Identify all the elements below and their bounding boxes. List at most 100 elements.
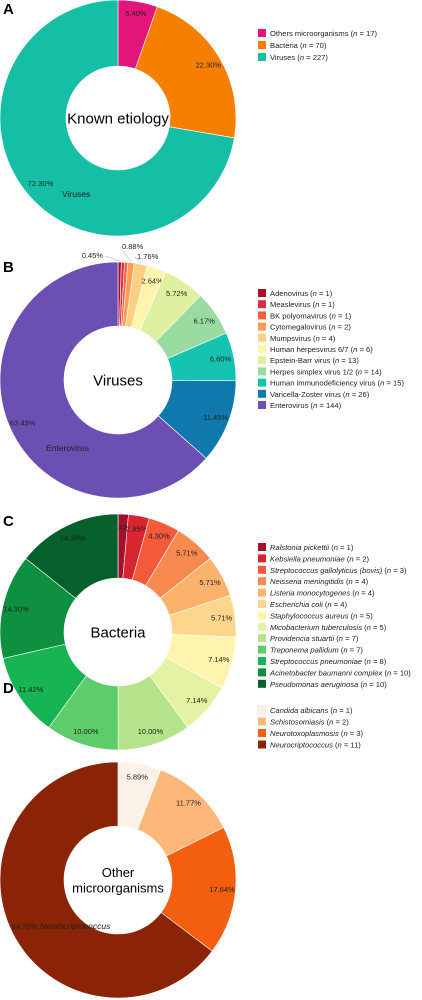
legend-entry: Acinetobacter baumanni complex (n = 10) — [269, 668, 411, 677]
panel-D: D 5.89% 11.77% 17.64% 64.70% Othermicroorgani… — [0, 680, 364, 999]
legend-entry: Schistosomiasis (n = 2) — [270, 718, 349, 727]
slice-label: 5.71% — [199, 578, 221, 587]
center-label: Known etiology — [67, 110, 169, 127]
slice-label: 63.43% — [10, 418, 36, 427]
legend-swatch — [258, 29, 266, 37]
slice-label: 72.30% — [28, 179, 54, 188]
slice-label: 11.45% — [203, 413, 228, 422]
slice-label: 2.64% — [141, 277, 163, 286]
panel-letter-B: B — [3, 259, 14, 276]
panel-A: A 5.40% 22.30% 72.30% Known etiology Viruses O… — [0, 0, 377, 237]
legend-swatch — [258, 717, 266, 726]
slice-label: 5.71% — [211, 613, 233, 622]
slice-label: 5.89% — [127, 773, 149, 782]
leader-line — [104, 255, 120, 262]
legend-swatch — [258, 668, 266, 677]
legend-entry: Neurocriptococcus (n = 11) — [270, 741, 361, 750]
legend-entry: Neisseria meningitidis (n = 4) — [270, 577, 369, 586]
slice-label: 5.72% — [166, 289, 188, 298]
legend-swatch — [258, 740, 266, 749]
slice-label: 10.00% — [138, 727, 164, 736]
center-label: microorganisms — [72, 880, 164, 895]
slice-label: 17.64% — [209, 885, 235, 894]
panel-letter-C: C — [3, 513, 14, 530]
slice-label: 64.70% — [12, 922, 38, 931]
legend-swatch — [258, 645, 266, 654]
legend-swatch — [258, 657, 266, 665]
legend-entry: BK polyomavirus (n = 1) — [270, 311, 352, 320]
slice-label: 22.30% — [196, 60, 222, 69]
legend-entry: Bacteria (n = 70) — [270, 41, 327, 50]
slice-D-2 — [160, 827, 237, 952]
slice-label: 1.76% — [137, 252, 159, 261]
legend-swatch — [258, 367, 266, 376]
center-label: Bacteria — [90, 624, 146, 641]
legend-entry: Staphylococcus aureus (n = 5) — [270, 611, 373, 620]
slice-label: 2.85% — [126, 525, 148, 534]
slice-label: 11.42% — [18, 685, 43, 694]
legend-entry: Streptococcus gallolyticus (bovis) (n = … — [270, 566, 407, 575]
legend-entry: Varicella-Zoster virus (n = 26) — [270, 390, 370, 399]
slice-label: 5.71% — [176, 549, 198, 558]
slice-A-2 — [0, 0, 235, 237]
legend-entry: Enterovirus (n = 144) — [270, 401, 342, 410]
slice-label: 11.77% — [176, 798, 201, 807]
legend-swatch — [258, 322, 266, 331]
panel-letter-D: D — [3, 680, 14, 697]
slice-label: 5.40% — [125, 9, 147, 18]
slice-C-12 — [25, 513, 119, 599]
legend-entry: Viruses (n = 227) — [270, 53, 328, 62]
legend-swatch — [258, 345, 266, 353]
legend-entry: Streptococcus pneumoniae (n = 8) — [270, 657, 387, 666]
panel-B: B 0.45% 0.88%1.76% 2.64%5.72% 6.17% 6.60% 11.4… — [0, 242, 404, 499]
legend-entry: Kebsiella pneumoniae (n = 2) — [270, 554, 369, 563]
legend-swatch — [258, 600, 266, 608]
center-label: Viruses — [93, 372, 143, 389]
legend-swatch — [258, 634, 266, 643]
legend-swatch — [258, 41, 266, 49]
legend-entry: Herpes simplex virus 1/2 (n = 14) — [270, 367, 382, 376]
slice-annotation: Neurocriptococcus — [40, 921, 111, 931]
slice-D-3 — [0, 761, 213, 999]
slice-annotation: Enterovirus — [46, 443, 89, 453]
legend-swatch — [258, 588, 266, 597]
slice-label: 6.60% — [210, 355, 232, 364]
legend-swatch — [258, 543, 266, 551]
slice-label: 1.42% — [112, 523, 134, 532]
legend-entry: Treponema pallidum (n = 7) — [270, 646, 363, 655]
slice-label: 0.45% — [82, 251, 104, 260]
legend-swatch — [258, 679, 266, 688]
legend-swatch — [258, 577, 266, 586]
legend-swatch — [258, 289, 266, 297]
legend-entry: Providencia stuartii (n = 7) — [270, 634, 359, 643]
slice-label: 0.88% — [122, 242, 144, 251]
center-label: Other — [102, 865, 135, 880]
legend-swatch — [258, 356, 266, 365]
legend-entry: Measlevirus (n = 1) — [270, 300, 335, 309]
legend-swatch — [258, 565, 266, 574]
legend-entry: Ralstonia pickettii (n = 1) — [270, 543, 354, 552]
slice-label: 14.30% — [3, 604, 29, 613]
legend-entry: Candida albicans (n = 1) — [270, 706, 353, 715]
slice-B-10 — [0, 261, 207, 499]
legend-entry: Epstein-Barr virus (n = 13) — [270, 356, 359, 365]
legend-entry: Neurotoxoplasmosis (n = 3) — [270, 729, 364, 738]
legend-swatch — [258, 622, 266, 631]
legend-entry: Others microorganisms (n = 17) — [270, 29, 377, 38]
legend-swatch — [258, 401, 266, 409]
slice-label: 7.14% — [186, 696, 208, 705]
legend-entry: Micobacterium tuberculosis (n = 5) — [270, 623, 387, 632]
legend-swatch — [258, 311, 266, 320]
legend-swatch — [258, 378, 266, 387]
slice-label: 14.30% — [60, 533, 86, 542]
legend-entry: Cytomegalovirus (n = 2) — [270, 323, 351, 332]
legend-entry: Mumpsvirus (n = 4) — [270, 334, 336, 343]
legend-entry: Escherichia coli (n = 4) — [270, 600, 348, 609]
legend-swatch — [258, 53, 266, 61]
legend-entry: Human immunodeficiency virus (n = 15) — [270, 379, 404, 388]
slice-label: 10.00% — [73, 727, 99, 736]
legend-swatch — [258, 729, 266, 737]
legend-entry: Adenovirus (n = 1) — [270, 289, 333, 298]
legend-entry: Pseudomonas aeruginosa (n = 10) — [270, 680, 387, 689]
